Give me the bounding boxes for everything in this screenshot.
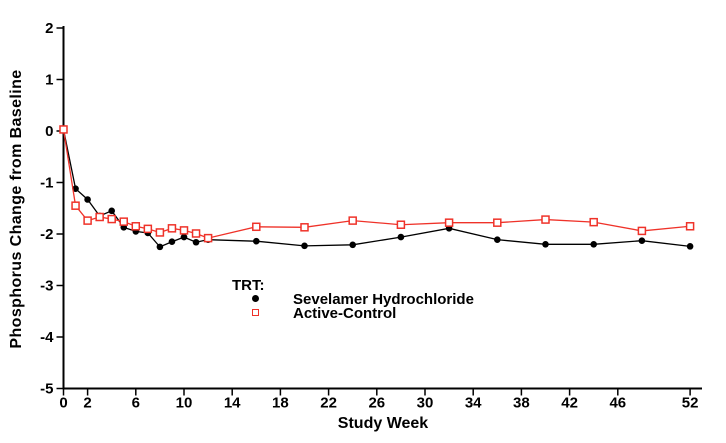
x-tick-label: 14 [224,395,241,412]
x-tick-label: 0 [59,395,67,412]
data-point-sevelamer [156,243,164,251]
x-tick-label: 52 [682,395,699,412]
data-point-active-control [95,212,104,222]
x-tick-label: 22 [320,395,337,412]
data-point-active-control [493,218,502,227]
y-tick-label: -5 [40,381,53,398]
y-tick-label: -2 [40,226,53,243]
legend-label-sevelamer: Sevelamer Hydrochloride [293,291,474,308]
data-point-sevelamer [397,233,405,241]
data-point-sevelamer [542,241,549,248]
x-tick-label: 10 [176,395,193,412]
data-point-active-control [167,224,177,233]
data-point-sevelamer [72,185,79,192]
data-point-sevelamer [252,237,260,245]
data-point-sevelamer [301,242,308,250]
data-point-sevelamer [494,236,501,243]
data-point-active-control [252,222,261,232]
data-point-active-control [685,222,695,231]
data-point-sevelamer [168,238,176,246]
data-point-active-control [143,224,153,234]
x-tick-label: 42 [561,395,578,412]
data-point-sevelamer [192,238,200,246]
data-point-active-control [59,125,68,134]
x-tick-label: 46 [609,395,626,412]
data-point-sevelamer [349,241,357,249]
data-point-active-control [179,226,189,235]
data-point-sevelamer [108,207,115,215]
data-point-active-control [444,218,454,227]
data-point-sevelamer [590,241,597,248]
y-tick-label: 1 [45,72,53,89]
data-point-sevelamer [686,243,694,250]
data-point-active-control [203,233,213,243]
data-point-active-control [300,223,309,232]
y-tick-label: -1 [40,175,53,192]
active-control-open-square-icon [252,309,259,316]
y-tick-label: 2 [45,20,53,37]
x-axis-title: Study Week [337,415,429,432]
x-tick-label: 6 [132,395,140,412]
x-tick-label: 2 [83,395,91,412]
legend-label-active-control: Active-Control [293,305,397,322]
x-tick-label: 34 [465,395,482,412]
y-tick-label: 0 [45,123,53,140]
x-tick-label: 26 [368,395,385,412]
data-point-active-control [71,201,80,210]
y-tick-label: -4 [40,329,54,346]
x-tick-label: 30 [417,395,434,412]
data-point-active-control [155,228,165,237]
sevelamer-filled-circle-icon [252,295,259,302]
data-point-active-control [637,226,647,236]
legend-title: TRT: [232,277,265,294]
data-point-sevelamer [180,233,188,241]
x-tick-label: 18 [272,395,289,412]
data-point-active-control [396,220,406,229]
data-point-sevelamer [638,237,646,244]
data-point-active-control [191,229,201,238]
x-tick-label: 38 [513,395,530,412]
data-point-active-control [107,214,116,224]
data-point-active-control [589,217,598,227]
data-point-active-control [541,215,550,224]
y-axis-title: Phosphorus Change from Baseline [8,69,25,349]
data-point-active-control [131,222,141,231]
y-tick-label: -3 [40,278,53,295]
data-point-active-control [348,216,357,225]
data-point-sevelamer [84,196,91,203]
data-point-active-control [119,217,128,226]
data-point-active-control [83,216,92,225]
